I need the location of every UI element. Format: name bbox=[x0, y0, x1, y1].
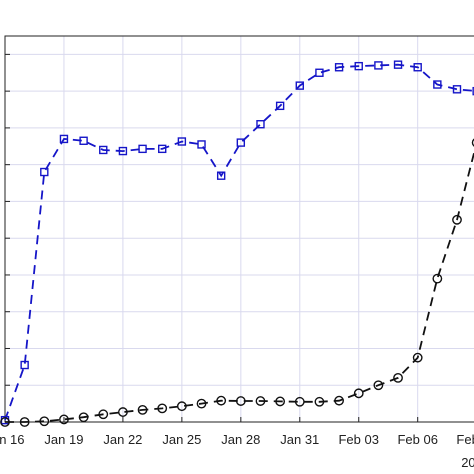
x-tick-label: Feb 03 bbox=[338, 432, 378, 447]
data-point bbox=[20, 360, 29, 370]
data-point bbox=[393, 372, 403, 383]
data-point bbox=[99, 145, 108, 155]
data-point bbox=[353, 388, 364, 399]
x-tick-label: Jan 28 bbox=[221, 432, 260, 447]
x-tick-label: Feb 09 bbox=[456, 432, 474, 447]
data-point bbox=[40, 167, 49, 177]
data-point bbox=[432, 273, 443, 284]
series-line bbox=[4, 63, 474, 421]
data-point bbox=[157, 403, 168, 414]
data-point bbox=[196, 398, 207, 409]
data-point bbox=[275, 101, 285, 111]
data-point bbox=[275, 396, 286, 407]
grid-lines bbox=[4, 36, 474, 422]
data-point bbox=[79, 136, 88, 145]
data-point bbox=[197, 140, 206, 149]
x-tick-label: Jan 16 bbox=[0, 432, 25, 447]
data-point bbox=[471, 138, 474, 147]
data-point bbox=[452, 85, 462, 94]
data-point bbox=[235, 396, 246, 406]
data-point bbox=[373, 380, 384, 391]
data-point bbox=[19, 417, 30, 427]
data-point bbox=[98, 409, 109, 420]
series-layer bbox=[0, 60, 474, 427]
x-tick-label: Jan 22 bbox=[103, 432, 142, 447]
data-point bbox=[158, 144, 167, 154]
data-point bbox=[118, 146, 128, 156]
data-point bbox=[78, 412, 89, 423]
data-point bbox=[413, 63, 422, 72]
data-point bbox=[0, 417, 10, 427]
x-tick-label: Jan 19 bbox=[44, 432, 83, 447]
data-point bbox=[334, 63, 344, 72]
x-axis-ticks: Jan 16 Jan 19 Jan 22 Jan 25 Jan 28 Jan 31 Feb … bbox=[0, 417, 474, 447]
data-point bbox=[39, 416, 50, 427]
data-point bbox=[433, 80, 442, 89]
data-point bbox=[59, 414, 69, 425]
data-point bbox=[393, 60, 403, 69]
data-point bbox=[452, 214, 462, 225]
data-point bbox=[334, 395, 344, 406]
data-point bbox=[314, 396, 325, 407]
series-square bbox=[0, 60, 474, 425]
year-label: 2020 bbox=[461, 455, 474, 470]
data-point bbox=[59, 134, 69, 144]
y-ticks bbox=[5, 53, 10, 423]
data-point bbox=[255, 396, 266, 406]
series-line bbox=[5, 149, 474, 423]
series-circle bbox=[0, 138, 474, 427]
data-point bbox=[216, 171, 226, 180]
data-point bbox=[354, 61, 363, 71]
data-point bbox=[294, 396, 305, 407]
data-point bbox=[138, 144, 147, 154]
data-point bbox=[374, 61, 383, 70]
data-point bbox=[472, 86, 474, 96]
data-point bbox=[315, 68, 324, 77]
data-point bbox=[137, 404, 148, 415]
x-tick-label: Jan 25 bbox=[162, 432, 201, 447]
data-point bbox=[256, 120, 265, 129]
data-point bbox=[118, 407, 128, 417]
data-point bbox=[177, 137, 187, 146]
data-point bbox=[412, 352, 423, 363]
x-tick-label: Jan 31 bbox=[280, 432, 319, 447]
x-tick-label: Feb 06 bbox=[397, 432, 437, 447]
data-point bbox=[216, 395, 227, 406]
data-point bbox=[176, 401, 187, 412]
plot-frame bbox=[4, 35, 474, 423]
data-point bbox=[236, 138, 246, 147]
data-point bbox=[295, 81, 304, 90]
